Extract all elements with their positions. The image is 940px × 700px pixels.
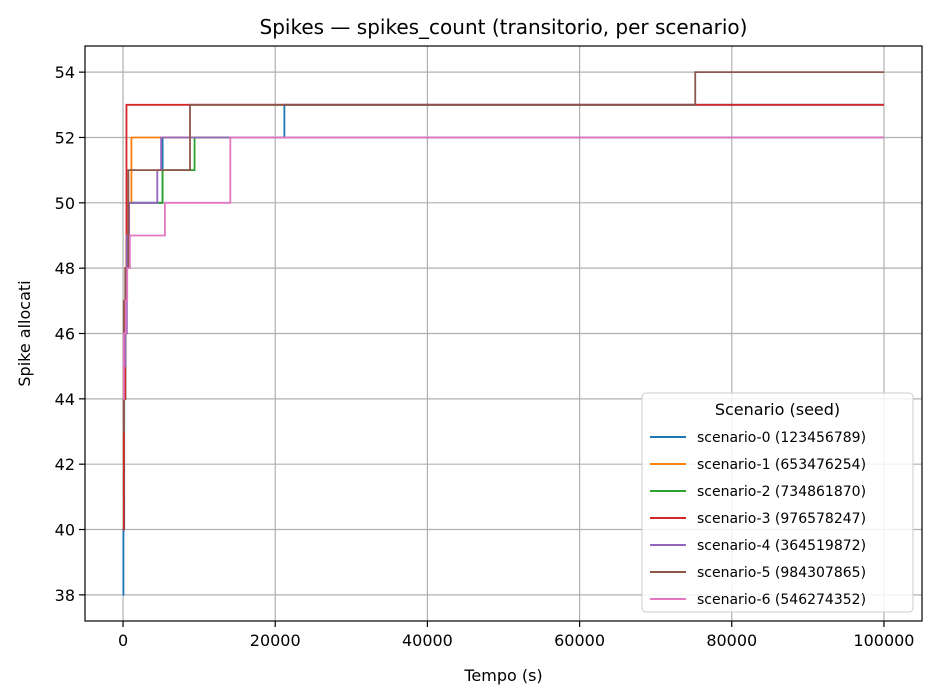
legend-entry: scenario-4 (364519872) — [697, 538, 866, 554]
legend-entry: scenario-6 (546274352) — [697, 592, 866, 608]
x-tick-label: 40000 — [402, 631, 453, 650]
x-tick-label: 0 — [118, 631, 128, 650]
x-tick-label: 20000 — [250, 631, 301, 650]
legend-box — [641, 392, 914, 613]
legend: Scenario (seed) scenario-0 (123456789) sc… — [641, 392, 914, 613]
y-tick-label: 42 — [55, 455, 75, 474]
y-tick-label: 48 — [55, 259, 75, 278]
y-tick-label: 46 — [55, 325, 75, 344]
series-line-5 — [122, 71, 884, 433]
y-axis-label: Spike allocati — [15, 280, 34, 386]
legend-title: Scenario (seed) — [715, 400, 840, 419]
y-tick-label: 38 — [55, 586, 75, 605]
legend-entry: scenario-3 (976578247) — [697, 511, 866, 527]
legend-entry: scenario-5 (984307865) — [697, 565, 866, 581]
y-tick-label: 40 — [55, 521, 75, 540]
series-lines — [122, 71, 884, 596]
x-tick-label: 80000 — [706, 631, 757, 650]
series-line-4 — [122, 136, 884, 433]
legend-entry: scenario-2 (734861870) — [697, 484, 866, 500]
y-tick-label: 52 — [55, 128, 75, 147]
y-tick-label: 50 — [55, 194, 75, 213]
ticks: 0 20000 40000 60000 80000 100000 38 40 42 44 46 48 5… — [55, 63, 915, 650]
y-tick-label: 44 — [55, 390, 75, 409]
chart-title: Spikes — spikes_count (transitorio, per … — [260, 15, 748, 39]
y-tick-label: 54 — [55, 63, 75, 82]
legend-entry: scenario-0 (123456789) — [697, 430, 866, 446]
series-line-6 — [122, 136, 884, 400]
x-tick-label: 100000 — [853, 631, 914, 650]
x-axis-label: Tempo (s) — [463, 666, 542, 685]
x-tick-label: 60000 — [554, 631, 605, 650]
legend-entry: scenario-1 (653476254) — [697, 457, 866, 473]
